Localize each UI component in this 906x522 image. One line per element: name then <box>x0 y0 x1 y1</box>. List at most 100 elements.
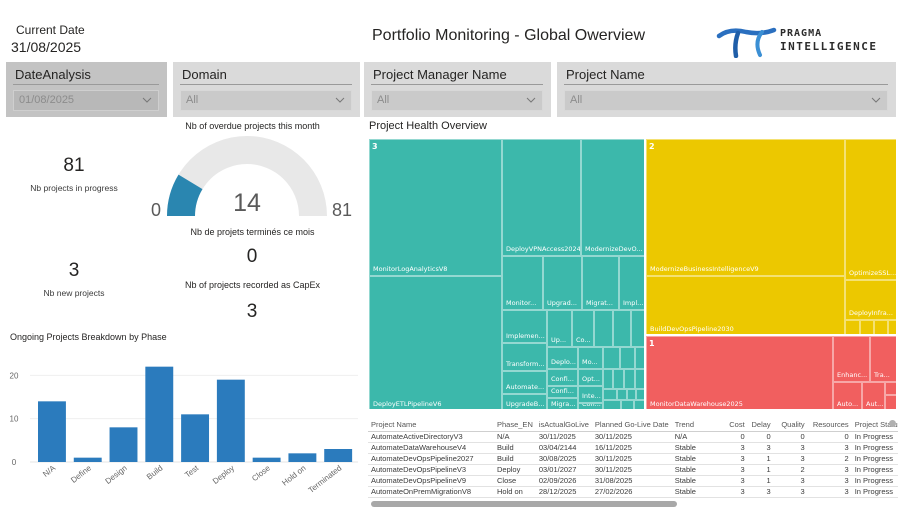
treemap-cell[interactable] <box>613 369 624 389</box>
treemap-group-1[interactable]: MonitorDataWarehouse2025 Enhanc... Tra... A… <box>645 335 897 410</box>
treemap-cell-label: DeployInfra... <box>849 309 893 317</box>
bar-hold-on[interactable] <box>288 453 317 462</box>
slicer-project-name[interactable]: Project Name All <box>557 62 896 117</box>
treemap-cell[interactable]: ModernizeBusinessIntelligenceV9 <box>646 139 845 276</box>
treemap-cell[interactable]: Migrat... <box>582 256 619 310</box>
treemap-cell[interactable]: Mo... <box>578 347 603 369</box>
column-header[interactable]: Planned Go-Live Date <box>591 418 672 432</box>
kpi-new-projects-label: Nb new projects <box>43 288 105 298</box>
column-header[interactable]: Quality <box>773 418 808 432</box>
treemap-cell[interactable] <box>635 347 644 369</box>
treemap-cell[interactable]: MonitorDataWarehouse2025 <box>646 336 833 409</box>
treemap-cell[interactable] <box>603 389 617 400</box>
treemap-cell[interactable] <box>636 389 644 400</box>
treemap-cell[interactable] <box>617 389 627 400</box>
treemap-cell[interactable]: Confi... <box>547 386 578 398</box>
treemap-cell[interactable] <box>874 320 888 334</box>
bar-build[interactable] <box>145 366 174 462</box>
table-cell: 3 <box>807 464 852 476</box>
slicer-date-analysis[interactable]: DateAnalysis 01/08/2025 <box>6 62 167 117</box>
treemap-cell[interactable]: Monitor... <box>502 256 543 310</box>
table-vertical-scrollbar[interactable] <box>889 420 896 427</box>
treemap-cell[interactable] <box>631 310 644 347</box>
slicer-domain[interactable]: Domain All <box>173 62 360 117</box>
treemap-cell[interactable] <box>885 382 896 395</box>
treemap-cell[interactable]: Implemen... <box>502 310 547 343</box>
treemap-cell[interactable]: DeployInfra... <box>845 280 896 320</box>
date-analysis-dropdown[interactable]: 01/08/2025 <box>13 90 159 111</box>
treemap-cell[interactable]: Impl... <box>619 256 644 310</box>
treemap-cell[interactable]: BuildDevOpsPipeline2030 <box>646 276 845 334</box>
bar-close[interactable] <box>252 457 281 462</box>
table-row[interactable]: AutomateDevOpsPipelineV9 Close 02/09/2026 3… <box>368 475 898 487</box>
bar-design[interactable] <box>109 427 138 462</box>
column-header[interactable]: Project Name <box>368 418 494 432</box>
bar-n-a[interactable] <box>38 401 66 462</box>
treemap-cell[interactable]: Opt... <box>578 369 603 386</box>
treemap-cell[interactable]: Automate... <box>502 371 547 394</box>
table-row[interactable]: AutomateDevOpsPipeline2027 Build 30/08/202… <box>368 453 898 465</box>
treemap-cell[interactable] <box>603 400 621 409</box>
table-row[interactable]: AutomateOnPremMigrationV8 Hold on 28/12/20… <box>368 486 898 498</box>
treemap-cell[interactable] <box>845 320 860 334</box>
treemap-cell[interactable]: Con... <box>578 403 603 409</box>
treemap-cell[interactable]: Auto... <box>833 382 862 409</box>
treemap-cell[interactable] <box>603 347 620 369</box>
treemap-cell[interactable]: Inte... <box>578 386 603 403</box>
treemap-cell[interactable] <box>860 320 874 334</box>
domain-dropdown[interactable]: All <box>180 90 352 111</box>
bar-test[interactable] <box>181 414 210 462</box>
kpi-capex-value: 3 <box>246 301 258 322</box>
treemap-cell[interactable]: Deplo... <box>547 347 578 369</box>
treemap-cell[interactable] <box>620 347 635 369</box>
treemap-group-2[interactable]: ModernizeBusinessIntelligenceV9 BuildDevO… <box>645 138 897 335</box>
column-header[interactable]: Cost <box>721 418 748 432</box>
table-cell: 3 <box>721 453 748 465</box>
treemap-cell-label: MonitorDataWarehouse2025 <box>650 400 743 408</box>
treemap-cell[interactable] <box>885 395 896 409</box>
treemap-cell[interactable]: Tra... <box>870 336 896 382</box>
treemap-cell[interactable]: Enhanc... <box>833 336 870 382</box>
treemap-cell[interactable]: Up... <box>547 310 572 347</box>
kpi-completed-value: 0 <box>246 246 258 267</box>
treemap-cell[interactable] <box>594 310 613 347</box>
table-row[interactable]: AutomateDataWarehouseV4 Build 03/04/2144 16… <box>368 442 898 454</box>
treemap-cell[interactable] <box>603 369 613 389</box>
treemap-cell[interactable]: Co... <box>572 310 594 347</box>
treemap-cell[interactable]: DeployETLPipelineV6 <box>369 276 502 409</box>
column-header[interactable]: Delay <box>747 418 774 432</box>
table-horizontal-scrollbar[interactable] <box>371 501 677 507</box>
treemap-cell[interactable] <box>888 320 896 334</box>
bar-terminated[interactable] <box>324 449 353 462</box>
project-manager-dropdown[interactable]: All <box>371 90 543 111</box>
column-header[interactable]: Trend <box>671 418 722 432</box>
treemap-cell[interactable]: OptimizeSSL... <box>845 139 896 280</box>
project-name-dropdown[interactable]: All <box>564 90 888 111</box>
treemap-cell[interactable]: Migra... <box>547 398 578 409</box>
treemap-cell[interactable]: UpgradeB... <box>502 394 547 409</box>
treemap-cell[interactable]: MonitorLogAnalyticsV8 <box>369 139 502 276</box>
slicer-project-manager[interactable]: Project Manager Name All <box>364 62 551 117</box>
treemap-cell[interactable]: Transform... <box>502 343 547 371</box>
treemap-cell[interactable]: ModernizeDevO... <box>581 139 644 256</box>
treemap-group-3[interactable]: MonitorLogAnalyticsV8 DeployETLPipelineV6… <box>368 138 645 410</box>
table-row[interactable]: AutomateDevOpsPipelineV3 Deploy 03/01/2027… <box>368 464 898 476</box>
bar-deploy[interactable] <box>216 379 245 462</box>
bar-define[interactable] <box>73 457 102 462</box>
treemap-cell[interactable] <box>621 400 634 409</box>
treemap-cell[interactable] <box>634 400 644 409</box>
column-header[interactable]: isActualGoLive <box>535 418 592 432</box>
column-header[interactable]: Project Status <box>851 418 898 432</box>
column-header[interactable]: Resources <box>807 418 852 432</box>
treemap-cell[interactable]: Upgrad... <box>543 256 582 310</box>
treemap-cell[interactable] <box>624 369 635 389</box>
treemap-cell[interactable]: DeployVPNAccess2024 <box>502 139 581 256</box>
dropdown-value: All <box>377 94 390 106</box>
treemap-cell[interactable] <box>627 389 636 400</box>
table-row[interactable]: AutomateActiveDirectoryV3 N/A 30/11/2025 30… <box>368 431 898 443</box>
treemap-cell[interactable] <box>613 310 631 347</box>
treemap-cell[interactable]: Aut... <box>862 382 885 409</box>
column-header[interactable]: Phase_EN <box>494 418 536 432</box>
treemap-cell[interactable]: Confi... <box>547 369 578 386</box>
treemap-cell[interactable] <box>635 369 644 389</box>
